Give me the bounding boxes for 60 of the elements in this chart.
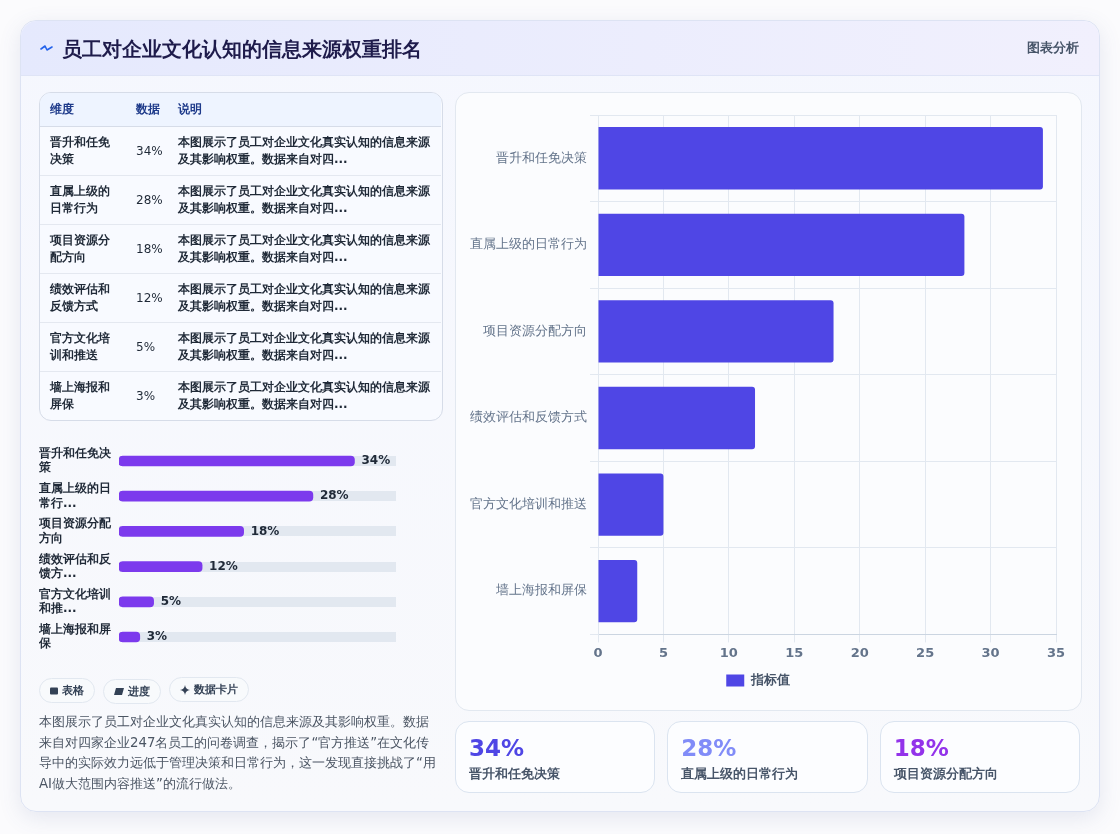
x-tick-label: 20 [850, 644, 869, 660]
data-label: 3% [146, 629, 168, 644]
x-tick-label: 25 [916, 644, 935, 660]
text: 18% [136, 241, 163, 256]
y-tick-label: 晋升和任免决策 [496, 149, 587, 165]
category-label: 项目资源分配方向 [893, 766, 998, 782]
data-label: 18% [250, 523, 280, 538]
text: 本图展示了员工对企业文化真实认知的信息来源及其影响权重。数据来自对四... [177, 379, 431, 413]
text: 3% [136, 388, 156, 403]
text: 18% [893, 735, 949, 761]
y-tick-label: 直属上级的日常行... [38, 481, 111, 510]
y-tick-label: 项目资源分配方向 [38, 516, 112, 545]
x-tick-label: 0 [593, 644, 603, 660]
text: 说明 [168, 93, 441, 127]
y-tick-label: 直属上级的日常行为 [470, 236, 587, 252]
bar [598, 559, 638, 623]
text: 数据 [126, 93, 168, 127]
text: 34% [136, 143, 163, 158]
text: 本图展示了员工对企业文化真实认知的信息来源及其影响权重。数据来自对四... [168, 322, 441, 372]
text: 28% [681, 735, 737, 761]
x-tick-label: 15 [785, 644, 804, 660]
y-tick-label: 晋升和任免决策 [38, 445, 112, 475]
y-tick-label: 官方文化培训和推送 [470, 495, 587, 511]
x-tick-label: 5 [658, 644, 668, 660]
text: 员工对企业文化认知的信息来源权重排名 [62, 37, 422, 61]
y-tick-label: 项目资源分配方向 [483, 322, 587, 338]
bar [598, 386, 756, 450]
text: 图表分析 [1027, 40, 1079, 56]
y-tick-label: 绩效评估和反馈方式 [470, 409, 587, 425]
text: 12% [136, 290, 163, 305]
bar [598, 127, 1043, 190]
legend-label: 指标值 [749, 671, 790, 687]
text: 本图展示了员工对企业文化真实认知的信息来源及其影响权重。数据来自对四... [168, 273, 441, 323]
text: 28% [136, 192, 163, 207]
data-label: 12% [209, 558, 238, 573]
bar [119, 596, 154, 608]
text: 本图展示了员工对企业文化真实认知的信息来源及其影响权重。数据来自对四家企业247名员工的问卷调查，揭示了“官方推送”在文化传导中的实际效力远低于管理决策和日常行为，这一发现直接挑战了“用AI做大范围内容推送”的流行做法。 [39, 713, 437, 794]
y-tick-label: 墙上海报和屏保 [38, 621, 111, 651]
text: 34% [469, 735, 525, 761]
pill-button[interactable]: 表格 [39, 678, 95, 703]
x-tick-label: 10 [719, 644, 738, 660]
y-tick-label: 墙上海报和屏保 [495, 582, 587, 598]
bar [119, 561, 203, 572]
bar [598, 300, 834, 363]
y-tick-label: 官方文化培训和推... [38, 586, 111, 616]
x-tick-label: 35 [1046, 644, 1066, 660]
text: 维度 [40, 93, 126, 127]
category-label: 直属上级的日常行为 [681, 766, 799, 782]
y-tick-label: 绩效评估和反馈方... [38, 551, 112, 580]
pill-button[interactable]: 数据卡片 [169, 677, 249, 702]
text: 本图展示了员工对企业文化真实认知的信息来源及其影响权重。数据来自对四... [168, 175, 441, 225]
bar [598, 213, 965, 277]
data-label: 28% [319, 488, 349, 503]
data-label: 34% [361, 453, 391, 468]
x-tick-label: 30 [981, 644, 1000, 660]
text: 本图展示了员工对企业文化真实认知的信息来源及其影响权重。数据来自对四... [168, 224, 441, 274]
text: 5% [136, 339, 156, 354]
data-label: 5% [160, 593, 181, 608]
bar [598, 473, 664, 536]
text: 本图展示了员工对企业文化真实认知的信息来源及其影响权重。数据来自对四... [168, 126, 441, 176]
